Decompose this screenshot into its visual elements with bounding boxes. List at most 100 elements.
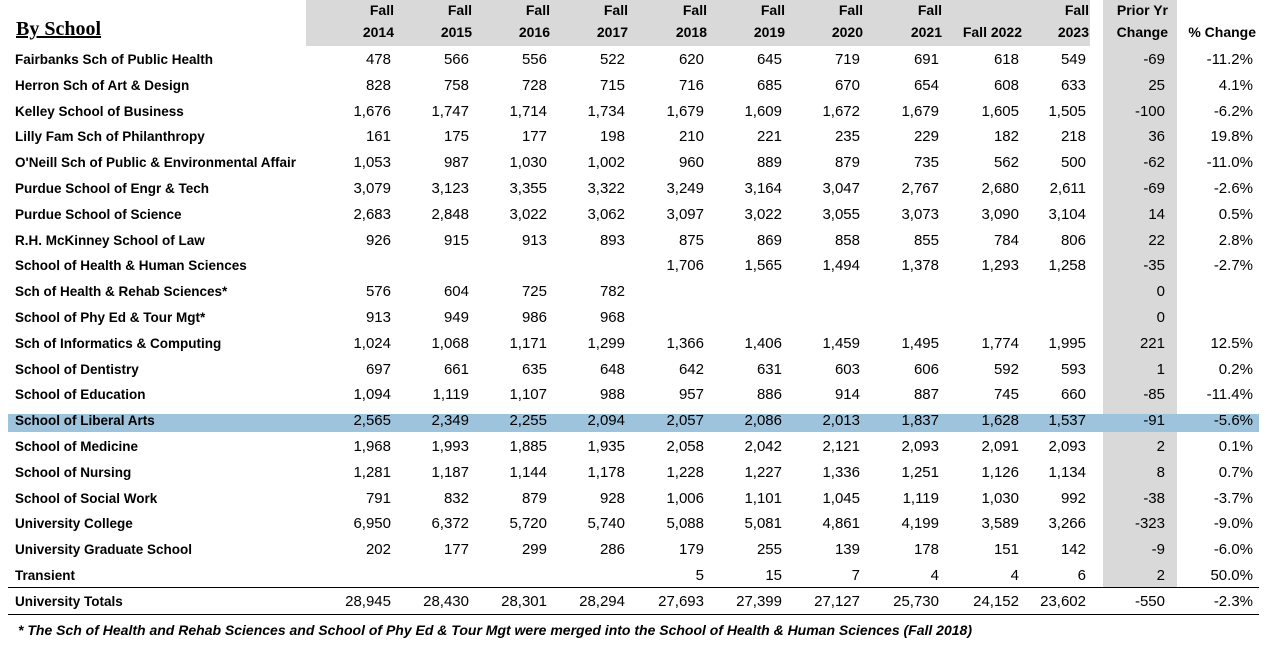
value-cell: -2.6%	[1213, 180, 1253, 197]
school-name: School of Dentistry	[15, 361, 139, 377]
table-row[interactable]: Sch of Health & Rehab Sciences* 576 604 725…	[8, 279, 1259, 305]
value-cell: 1,628	[981, 412, 1019, 430]
value-cell: 50.0%	[1210, 567, 1253, 584]
school-name: School of Health & Human Sciences	[15, 258, 247, 274]
value-cell: 782	[599, 283, 625, 301]
value-cell: 255	[756, 541, 782, 559]
value-cell: 161	[365, 128, 391, 146]
school-name: School of Phy Ed & Tour Mgt*	[15, 310, 206, 325]
footnote: * The Sch of Health and Rehab Sciences a…	[18, 622, 972, 638]
value-cell: 3,022	[509, 205, 547, 223]
value-cell: 179	[678, 541, 704, 559]
value-cell: 15	[765, 567, 782, 584]
value-cell: 716	[678, 76, 704, 94]
value-cell: 3,266	[1048, 515, 1086, 533]
table-row[interactable]: School of Phy Ed & Tour Mgt* 913 949 986 968…	[8, 305, 1259, 331]
value-cell: 1,774	[981, 334, 1019, 352]
column-header-line2: 2017	[596, 24, 628, 40]
table-row[interactable]: Purdue School of Engr & Tech 3,079 3,123 3,…	[8, 176, 1259, 202]
value-cell: -35	[1143, 257, 1165, 275]
value-cell: 25,730	[893, 593, 939, 610]
value-cell: 620	[678, 51, 704, 68]
value-cell: 0.1%	[1218, 438, 1253, 455]
value-cell: 28,294	[579, 593, 625, 610]
value-cell: 3,164	[744, 180, 782, 197]
table-row[interactable]: Transient 5 15 7 4 4 6 2 50.0%	[8, 563, 1259, 589]
column-header-line2: 2015	[440, 24, 472, 40]
value-cell: 1,459	[822, 334, 860, 352]
school-name: University Totals	[15, 594, 123, 609]
value-cell: 1,024	[353, 334, 391, 352]
value-cell: 4	[930, 567, 939, 584]
value-cell: -9	[1151, 541, 1165, 559]
value-cell: -6.0%	[1213, 541, 1253, 559]
value-cell: 1,030	[509, 154, 547, 172]
value-cell: 1,378	[901, 257, 939, 275]
value-cell: 913	[365, 309, 391, 326]
value-cell: 218	[1060, 128, 1086, 146]
value-cell: 4	[1010, 567, 1019, 584]
value-cell: -9.0%	[1213, 515, 1253, 533]
value-cell: 1,714	[509, 102, 547, 120]
value-cell: 604	[443, 283, 469, 301]
table-row[interactable]: R.H. McKinney School of Law 926 915 913 893 8…	[8, 228, 1259, 254]
table-row[interactable]: School of Medicine 1,968 1,993 1,885 1,935 2,…	[8, 434, 1259, 460]
value-cell: 1,228	[666, 463, 704, 481]
table-row[interactable]: School of Social Work 791 832 879 928 1,006 1,…	[8, 486, 1259, 512]
column-header-line1: Fall	[917, 2, 942, 18]
table-row[interactable]: Purdue School of Science 2,683 2,848 3,022 3…	[8, 202, 1259, 228]
column-header-line2: 2018	[675, 24, 707, 40]
value-cell: 2	[1156, 438, 1165, 455]
school-name: Transient	[15, 568, 76, 583]
value-cell: 3,090	[981, 205, 1019, 223]
value-cell: 1,885	[509, 438, 547, 455]
table-row[interactable]: School of Education 1,094 1,119 1,107 988 957…	[8, 382, 1259, 408]
table-row[interactable]: O'Neill Sch of Public & Environmental Af…	[8, 150, 1259, 176]
value-cell: 1	[1156, 360, 1165, 378]
value-cell: 6,372	[431, 515, 469, 533]
table-row[interactable]: Fairbanks Sch of Public Health 478 566 556 5…	[8, 47, 1259, 73]
value-cell: -3.7%	[1213, 489, 1253, 507]
value-cell: 960	[678, 154, 704, 172]
value-cell: 913	[521, 231, 547, 249]
value-cell: 1,119	[432, 386, 469, 404]
table-row[interactable]: School of Dentistry 697 661 635 648 642 631 603…	[8, 357, 1259, 383]
column-header-line2: 2016	[518, 24, 550, 40]
school-name: School of Liberal Arts	[15, 413, 155, 429]
table-row[interactable]: School of Nursing 1,281 1,187 1,144 1,178 1,2…	[8, 460, 1259, 486]
table-row[interactable]: Herron Sch of Art & Design 828 758 728 715 71…	[8, 73, 1259, 99]
value-cell: 3,249	[666, 180, 704, 197]
value-cell: 7	[851, 567, 860, 584]
value-cell: 2,680	[981, 180, 1019, 197]
value-cell: 968	[599, 309, 625, 326]
table-row[interactable]: Sch of Informatics & Computing 1,024 1,068…	[8, 331, 1259, 357]
table-row[interactable]: Kelley School of Business 1,676 1,747 1,714…	[8, 99, 1259, 125]
table-row[interactable]: School of Liberal Arts 2,565 2,349 2,255 2,0…	[8, 408, 1259, 434]
value-cell: 1,968	[353, 438, 391, 455]
value-cell: 3,104	[1048, 205, 1086, 223]
value-cell: 1,293	[981, 257, 1019, 275]
value-cell: 25	[1148, 76, 1165, 94]
value-cell: 728	[521, 76, 547, 94]
value-cell: 235	[834, 128, 860, 146]
value-cell: 1,605	[981, 102, 1019, 120]
value-cell: 2.8%	[1218, 231, 1253, 249]
value-cell: 3,097	[666, 205, 704, 223]
table-row[interactable]: University College 6,950 6,372 5,720 5,740 5,…	[8, 511, 1259, 537]
value-cell: 1,679	[666, 102, 704, 120]
value-cell: -6.2%	[1213, 102, 1253, 120]
school-name: O'Neill Sch of Public & Environmental Af…	[15, 155, 297, 171]
school-name: School of Education	[15, 387, 146, 403]
value-cell: 1,144	[509, 463, 547, 481]
value-cell: 1,187	[431, 463, 469, 481]
value-cell: 926	[365, 231, 391, 249]
value-cell: -85	[1143, 386, 1165, 404]
table-row[interactable]: Lilly Fam Sch of Philanthropy 161 175 177 19…	[8, 124, 1259, 150]
totals-row[interactable]: University Totals 28,945 28,430 28,301 28,29…	[8, 589, 1259, 615]
value-cell: 1,281	[353, 463, 391, 481]
value-cell: 1,672	[822, 102, 860, 120]
value-cell: 886	[756, 386, 782, 404]
table-row[interactable]: School of Health & Human Sciences 1,706 1,…	[8, 253, 1259, 279]
table-row[interactable]: University Graduate School 202 177 299 286 17…	[8, 537, 1259, 563]
column-header-line2: 2020	[831, 24, 863, 40]
